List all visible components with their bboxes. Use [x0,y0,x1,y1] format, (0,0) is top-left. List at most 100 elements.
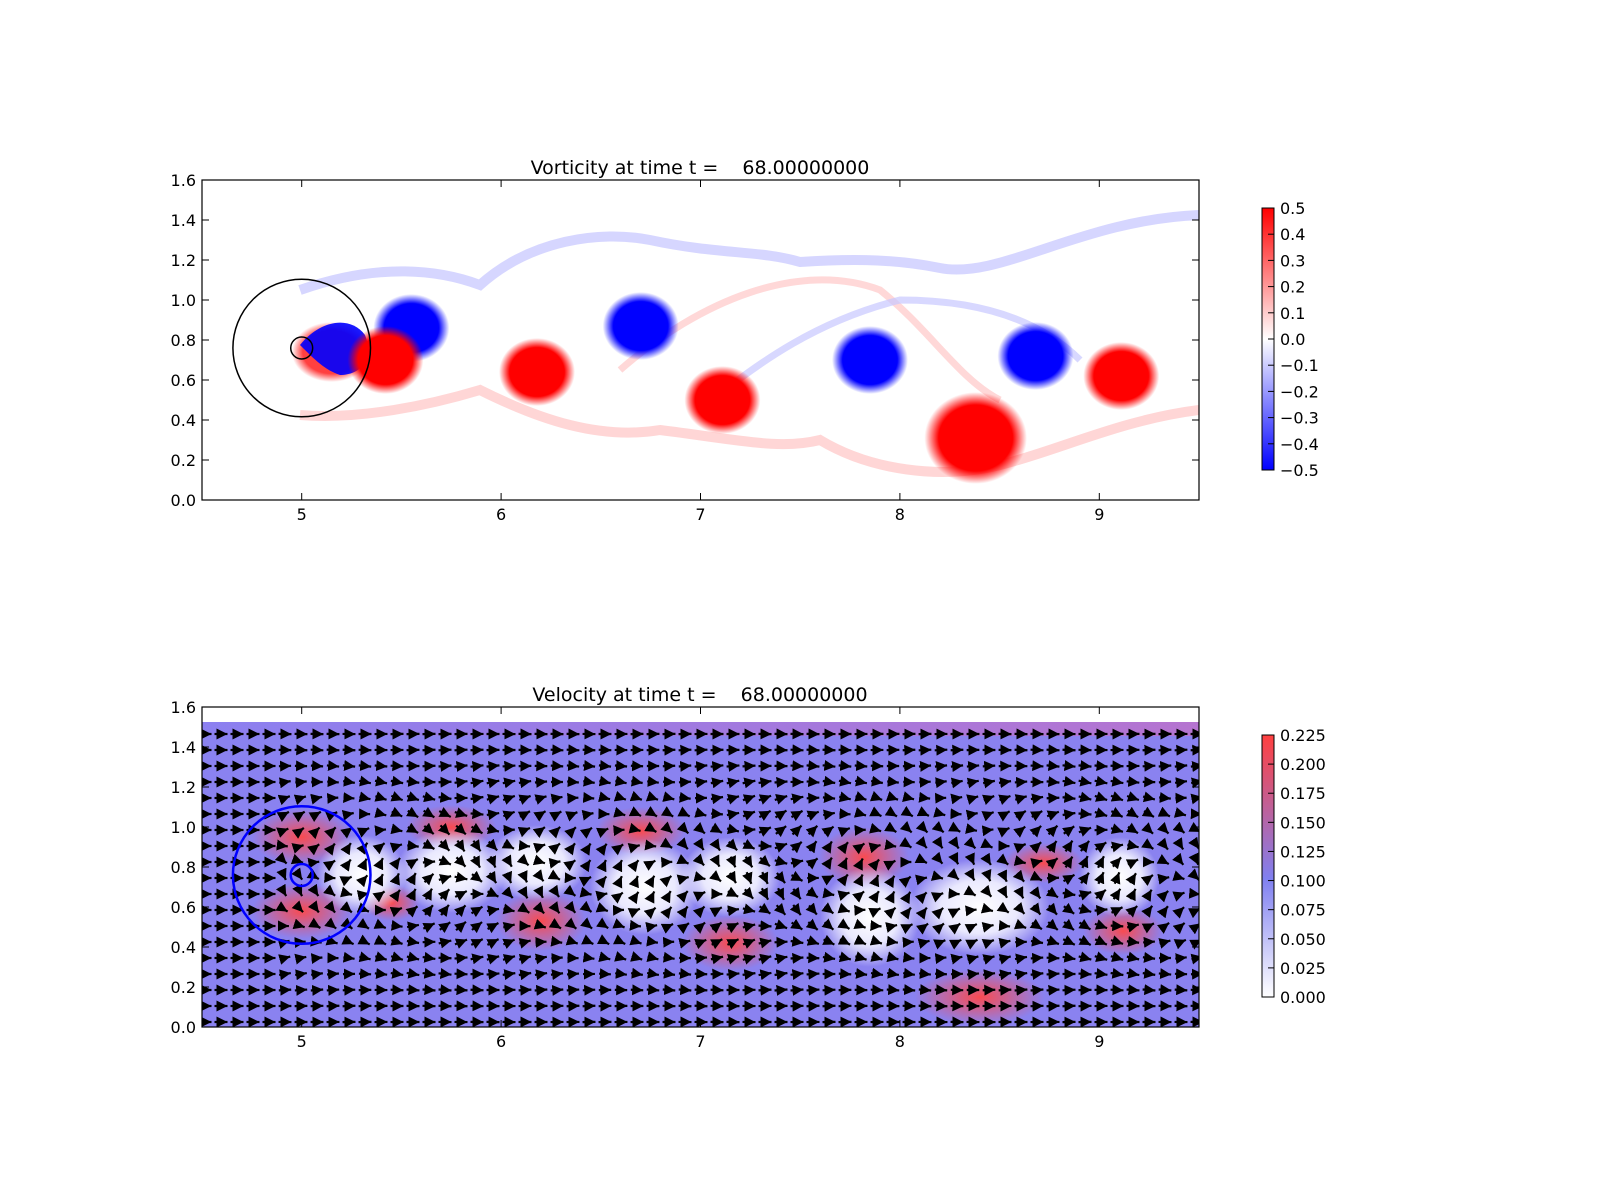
velocity-quiver-arrow [709,838,721,852]
velocity-quiver-arrow [1014,794,1028,805]
velocity-quiver-arrow [1046,810,1060,821]
velocity-quiver-arrow [534,776,548,788]
velocity-quiver-arrow [1030,935,1044,947]
velocity-quiver-arrow [405,858,419,870]
velocity-quiver-arrow [1110,871,1121,885]
velocity-quiver-arrow [486,905,500,917]
velocity-colorbar-tick-label: 0.225 [1280,726,1326,745]
velocity-quiver-arrow [887,775,899,787]
velocity-quiver-arrow [1061,840,1074,853]
velocity-quiver-arrow [437,822,451,836]
velocity-quiver-arrow [566,744,580,756]
velocity-quiver-arrow [1158,938,1171,949]
velocity-quiver-arrow [550,760,564,772]
velocity-quiver-arrow [582,744,596,756]
velocity-quiver-arrow [693,822,706,835]
velocity-quiver-arrow [1030,793,1044,805]
velocity-quiver-arrow [774,984,788,996]
velocity-quiver-arrow [550,793,563,805]
vorticity-xtick-label: 7 [695,505,705,524]
velocity-quiver-arrow [291,867,304,881]
velocity-quiver-arrow [438,760,452,772]
velocity-quiver-arrow [1045,857,1059,870]
velocity-overlay-circle [231,804,372,946]
velocity-quiver-arrow [678,776,692,788]
velocity-quiver-arrow [437,838,451,852]
velocity-quiver-arrow [358,951,371,963]
velocity-quiver-arrow [742,810,756,821]
velocity-quiver-arrow [374,791,387,802]
velocity-quiver-arrow [326,984,340,996]
velocity-quiver-arrow [595,875,608,889]
velocity-quiver-arrow [679,791,691,803]
velocity-quiver-arrow [1110,906,1124,918]
velocity-quiver-arrow [1174,744,1188,756]
velocity-quiver-arrow [372,890,386,903]
velocity-quiver-arrow [725,855,737,868]
velocity-quiver-arrow [548,842,561,855]
velocity-quiver-arrow [454,938,468,949]
velocity-quiver-arrow [821,825,835,838]
velocity-quiver-arrow [1126,921,1140,933]
velocity-quiver-arrow [837,890,850,902]
velocity-quiver-arrow [886,951,899,963]
velocity-quiver-arrow [1046,935,1060,946]
velocity-panel: Velocity at time t = 68.00000000 5 6 7 8 9 0.… [171,684,1326,1051]
velocity-quiver-arrow [836,841,849,855]
velocity-quiver-arrow [838,951,852,963]
velocity-quiver-arrow [662,791,675,802]
velocity-quiver-arrow [981,939,995,950]
velocity-quiver-arrow [789,902,802,916]
velocity-quiver-arrow [595,902,609,913]
velocity-quiver-arrow [742,921,756,933]
velocity-quiver-arrow [645,790,659,802]
velocity-quiver-arrow [914,853,928,864]
velocity-colorbar-tick-label: 0.075 [1280,901,1326,920]
velocity-quiver-arrow [1158,776,1172,788]
velocity-quiver-arrow [852,858,864,871]
vorticity-colorbar-tick-label: −0.5 [1280,461,1319,480]
velocity-quiver-arrow [725,870,737,884]
vorticity-colorbar: 0.5 0.4 0.3 0.2 0.1 0.0 −0.1 −0.2 −0.3 −0.4 −0.5 [1261,199,1319,480]
velocity-quiver-arrow [692,891,706,902]
velocity-quiver-arrow [516,853,530,867]
velocity-overlay-circle [289,862,314,888]
velocity-quiver-arrow [310,953,323,965]
velocity-quiver-arrow [1030,969,1044,981]
velocity-quiver-arrow [899,820,913,834]
velocity-quiver-arrow [947,821,961,833]
velocity-quiver-arrow [870,967,884,979]
velocity-quiver-arrow [518,954,532,965]
velocity-quiver-arrow [1141,822,1154,835]
velocity-quiver-arrow [1046,968,1060,980]
velocity-colorbar-tick-label: 0.150 [1280,813,1326,832]
velocity-quiver-arrow [773,871,786,884]
velocity-quiver-arrow [373,873,384,887]
velocity-quiver-arrow [899,891,912,905]
velocity-quiver-arrow [837,918,851,930]
velocity-quiver-arrow [884,839,897,851]
velocity-quiver-arrow [965,905,977,917]
vorticity-xtick-label: 5 [297,505,307,524]
velocity-quiver-arrow [630,967,644,979]
velocity-quiver-arrow [293,794,307,806]
velocity-quiver-arrow [839,808,851,820]
velocity-quiver-arrow [627,842,641,854]
velocity-quiver-arrow [790,935,804,947]
velocity-quiver-arrow [1110,806,1124,818]
velocity-quiver-arrow [854,760,868,772]
velocity-quiver-arrow [1110,841,1124,853]
velocity-quiver-arrow [567,776,579,788]
velocity-quiver-arrow [790,809,804,822]
velocity-quiver-arrow [358,791,371,803]
velocity-quiver-arrow [1110,791,1124,802]
velocity-quiver-arrow [884,821,897,833]
vorticity-circle-overlay [232,278,372,418]
velocity-quiver-arrow [579,859,592,873]
vorticity-colorbar-tick-label: −0.1 [1280,356,1319,375]
velocity-ytick-label: 1.4 [171,738,196,757]
velocity-quiver-arrow [580,917,593,930]
velocity-quiver-arrow [980,838,993,849]
velocity-quiver-arrow [900,805,914,818]
velocity-quiver-arrow [534,953,548,965]
